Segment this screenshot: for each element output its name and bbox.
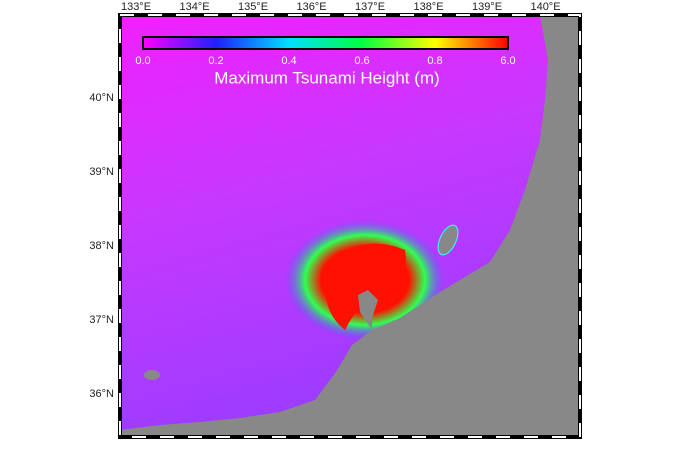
colorbar-tick-label: 0.2 bbox=[208, 55, 223, 67]
colorbar-tick-label: 0.6 bbox=[354, 55, 369, 67]
island bbox=[437, 224, 459, 256]
land bbox=[120, 15, 580, 437]
colorbar-ramp bbox=[142, 36, 509, 50]
longitude-label: 133°E bbox=[121, 1, 151, 13]
frame-dashes bbox=[119, 14, 581, 438]
colorbar-tick-label: 6.0 bbox=[500, 55, 515, 67]
colorbar: Maximum Tsunami Height (m) 0.0 0.2 0.4 0.6 0… bbox=[135, 36, 516, 87]
map bbox=[118, 13, 582, 439]
latitude-label: 40°N bbox=[89, 92, 114, 104]
colorbar-tick-label: 0.0 bbox=[135, 55, 150, 67]
island bbox=[144, 370, 160, 380]
latitude-label: 37°N bbox=[89, 314, 114, 326]
colorbar-tick-label: 0.4 bbox=[281, 55, 296, 67]
longitude-label: 134°E bbox=[179, 1, 209, 13]
longitude-label: 137°E bbox=[355, 1, 385, 13]
latitude-label: 38°N bbox=[89, 240, 114, 252]
max-height-zone bbox=[325, 243, 406, 330]
longitude-label: 136°E bbox=[296, 1, 326, 13]
latitude-label: 36°N bbox=[89, 388, 114, 400]
longitude-label: 139°E bbox=[472, 1, 502, 13]
colorbar-title: Maximum Tsunami Height (m) bbox=[214, 68, 439, 87]
latitude-label: 39°N bbox=[89, 166, 114, 178]
longitude-label: 140°E bbox=[530, 1, 560, 13]
colorbar-tick-label: 0.8 bbox=[427, 55, 442, 67]
peninsula bbox=[358, 290, 378, 330]
longitude-label: 138°E bbox=[413, 1, 443, 13]
longitude-label: 135°E bbox=[238, 1, 268, 13]
